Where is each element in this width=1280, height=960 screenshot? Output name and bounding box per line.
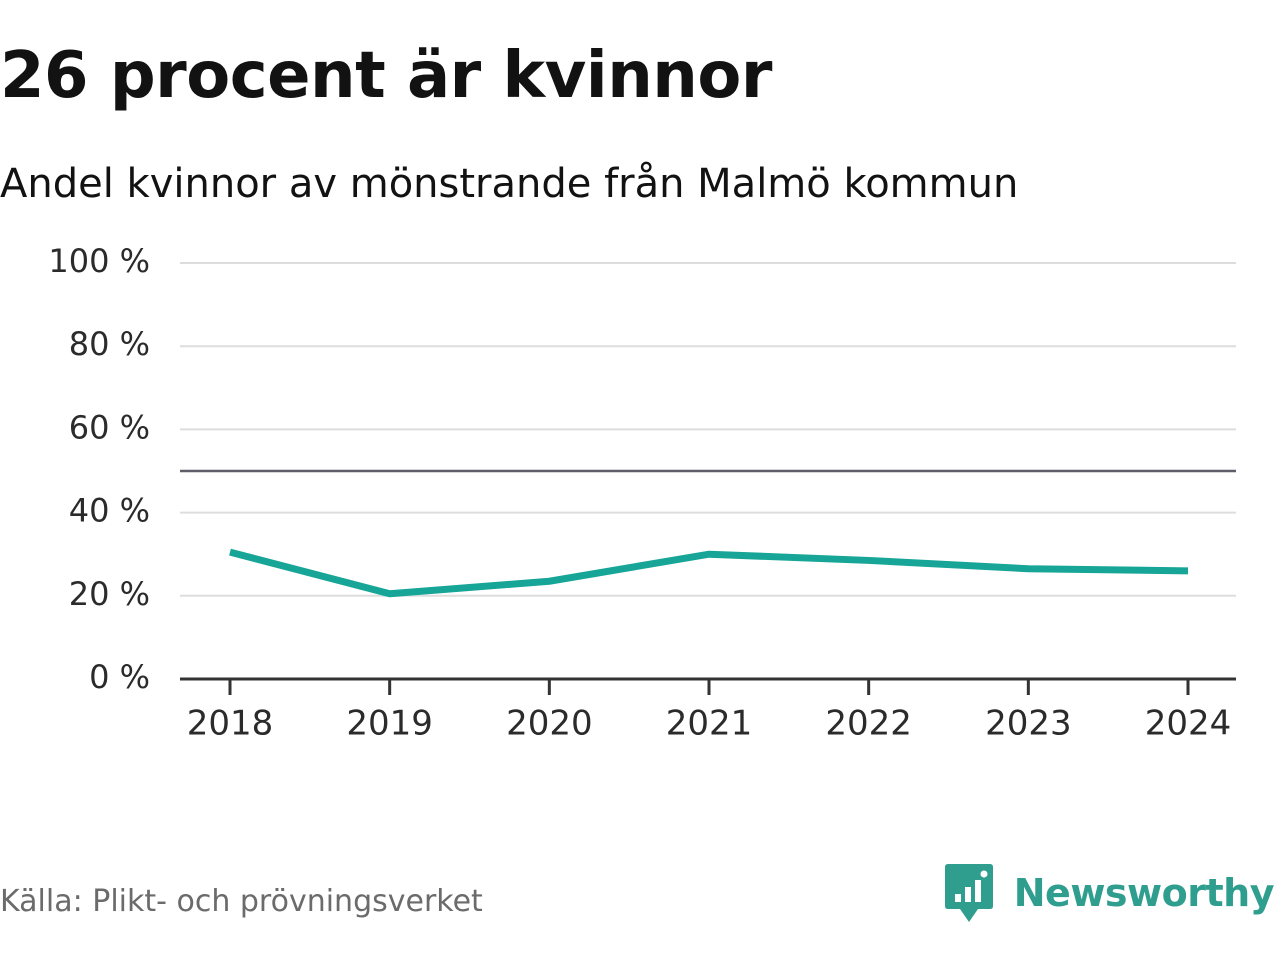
x-tick-label: 2019 <box>346 704 433 744</box>
brand-logo: Newsworthy <box>944 862 1275 924</box>
x-tick-label: 2021 <box>666 704 753 744</box>
y-tick-label: 100 % <box>48 242 150 280</box>
newsworthy-logo-icon <box>944 864 993 922</box>
series-line <box>229 548 1189 598</box>
x-tick-label: 2020 <box>506 704 593 744</box>
brand-name: Newsworthy <box>1013 871 1275 915</box>
gridlines <box>180 262 1236 597</box>
y-axis-ticks: 0 % 20 % 40 % 60 % 80 % 100 % <box>48 242 150 696</box>
line-chart: 0 % 20 % 40 % 60 % 80 % 100 % 2018 2019 2020 202… <box>48 242 1236 744</box>
y-tick-label: 0 % <box>89 658 150 696</box>
x-tick-label: 2024 <box>1145 704 1232 744</box>
source-note: Källa: Plikt- och prövningsverket <box>0 884 483 919</box>
x-axis: 2018 2019 2020 2021 2022 2023 2024 <box>180 677 1236 744</box>
y-tick-label: 80 % <box>69 325 150 363</box>
x-tick-label: 2023 <box>985 704 1072 744</box>
x-tick-label: 2018 <box>187 704 274 744</box>
y-tick-label: 20 % <box>69 575 150 613</box>
x-tick-label: 2022 <box>825 704 912 744</box>
y-tick-label: 40 % <box>69 492 150 530</box>
y-tick-label: 60 % <box>69 408 150 446</box>
chart-subtitle: Andel kvinnor av mönstrande från Malmö k… <box>0 161 1019 207</box>
series-group <box>229 548 1189 598</box>
chart-title: 26 procent är kvinnor <box>0 39 772 113</box>
